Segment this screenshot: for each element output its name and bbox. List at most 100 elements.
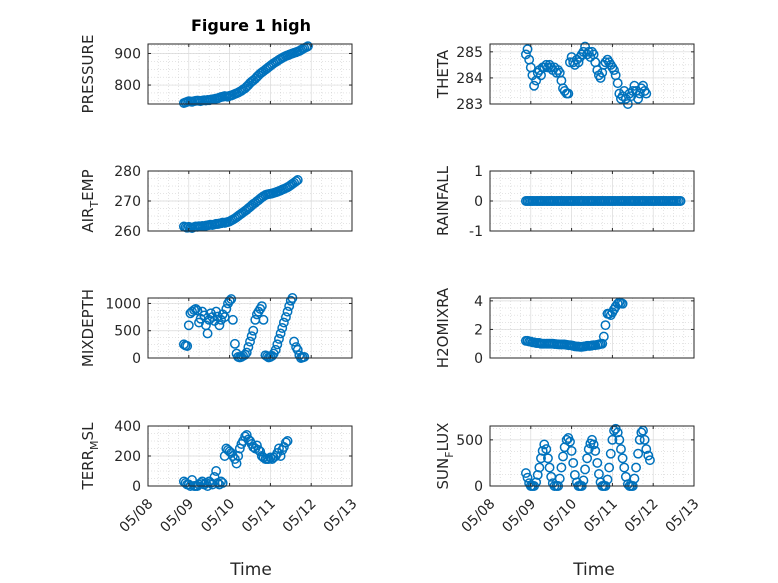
data-point: [265, 452, 276, 463]
data-point: [641, 444, 652, 455]
data-point: [568, 457, 579, 468]
data-point: [590, 445, 601, 456]
y-tick-label: 270: [114, 194, 141, 210]
data-point: [641, 88, 652, 99]
data-point: [302, 41, 313, 52]
x-axis-label-right: Time: [572, 560, 615, 580]
y-tick-label: 0: [132, 479, 141, 495]
data-point: [182, 341, 193, 351]
data-point: [592, 457, 603, 468]
data-point: [602, 474, 613, 485]
y-tick-label: 800: [114, 78, 141, 94]
data-point: [284, 301, 295, 312]
data-point: [265, 351, 276, 362]
y-tick-label: 283: [456, 97, 483, 113]
data-point: [529, 80, 540, 91]
data-point: [563, 88, 574, 99]
data-point: [292, 175, 303, 185]
subplot-mixdepth: 0 500 1000 MIXDEPTH: [79, 289, 353, 367]
data-point: [248, 325, 259, 336]
data-point: [272, 339, 283, 350]
data-point: [258, 314, 269, 325]
data-point: [539, 62, 550, 73]
x-tick-label: 05/12: [622, 496, 662, 536]
data-point: [539, 439, 550, 450]
data-point: [280, 312, 291, 323]
subplot-h2omixra: 0 2 4 H2OMIXRA: [434, 287, 695, 368]
data-point: [534, 462, 545, 473]
data-point: [639, 434, 650, 445]
data-point: [597, 338, 608, 349]
data-point: [275, 328, 286, 339]
data-point: [211, 466, 222, 476]
y-tick-label: 0: [474, 194, 483, 210]
axes-frame: [489, 425, 695, 487]
data-point: [556, 462, 567, 473]
data-point: [607, 434, 618, 445]
data-point: [240, 83, 251, 94]
y-axis-label: THETA: [434, 49, 452, 99]
figure-title: Figure 1 high: [191, 16, 311, 35]
data-point: [183, 320, 194, 331]
data-point: [256, 301, 267, 312]
data-point: [619, 462, 630, 473]
data-point: [241, 347, 252, 358]
data-point: [229, 338, 240, 349]
series-markers: [520, 297, 628, 352]
x-tick-label: 05/08: [117, 496, 157, 536]
series-markers: [520, 41, 652, 109]
y-axis-label: MIXDEPTH: [79, 289, 97, 367]
y-axis-label: SUNFLUX: [434, 423, 456, 490]
y-tick-label: 0: [474, 351, 483, 367]
data-point: [633, 93, 644, 104]
subplot-rainfall: -1 0 1 RAINFALL: [434, 164, 695, 240]
data-point: [542, 453, 553, 464]
data-point: [520, 49, 531, 60]
subplot-sun-flux: 0 500 05/08 05/09 05/10 05/11 05/12 05/13 SUNFLU…: [434, 423, 702, 536]
data-point: [202, 328, 213, 339]
axes-frame: [489, 43, 695, 105]
axes-frame: [147, 43, 353, 105]
y-tick-label: 280: [114, 164, 141, 180]
data-point: [274, 333, 284, 344]
data-point: [522, 44, 533, 55]
y-tick-label: 400: [114, 419, 141, 435]
x-tick-label: 05/12: [280, 496, 320, 536]
data-point: [604, 462, 615, 473]
data-point: [275, 451, 286, 461]
y-tick-label: 1: [474, 164, 483, 180]
y-tick-label: 260: [114, 224, 141, 240]
y-tick-label: -1: [469, 224, 483, 240]
x-axis-label-left: Time: [229, 560, 272, 580]
data-point: [600, 320, 611, 331]
data-point: [643, 450, 654, 461]
data-point: [616, 444, 626, 455]
data-point: [270, 344, 281, 355]
y-tick-label: 0: [474, 479, 483, 495]
data-point: [226, 294, 237, 305]
data-point: [554, 473, 565, 484]
data-point: [605, 448, 616, 459]
data-point: [600, 57, 611, 68]
y-tick-label: 500: [456, 433, 483, 449]
y-tick-label: 284: [456, 71, 483, 87]
subplot-pressure: 800 900 PRESSURE: [79, 35, 353, 113]
data-point: [531, 477, 542, 488]
series-markers: [178, 175, 303, 233]
x-tick-label: 05/09: [499, 496, 539, 536]
y-axis-label: RAINFALL: [434, 165, 452, 236]
data-point: [566, 445, 577, 456]
data-point: [243, 342, 254, 353]
data-point: [598, 331, 609, 342]
data-point: [277, 323, 288, 333]
data-point: [544, 462, 555, 473]
x-tick-label: 05/11: [581, 496, 621, 536]
data-point: [224, 295, 235, 306]
data-point: [612, 78, 623, 89]
data-point: [595, 72, 606, 83]
data-point: [633, 448, 644, 459]
y-axis-label: AIRTEMP: [79, 169, 101, 232]
data-point: [578, 475, 589, 486]
